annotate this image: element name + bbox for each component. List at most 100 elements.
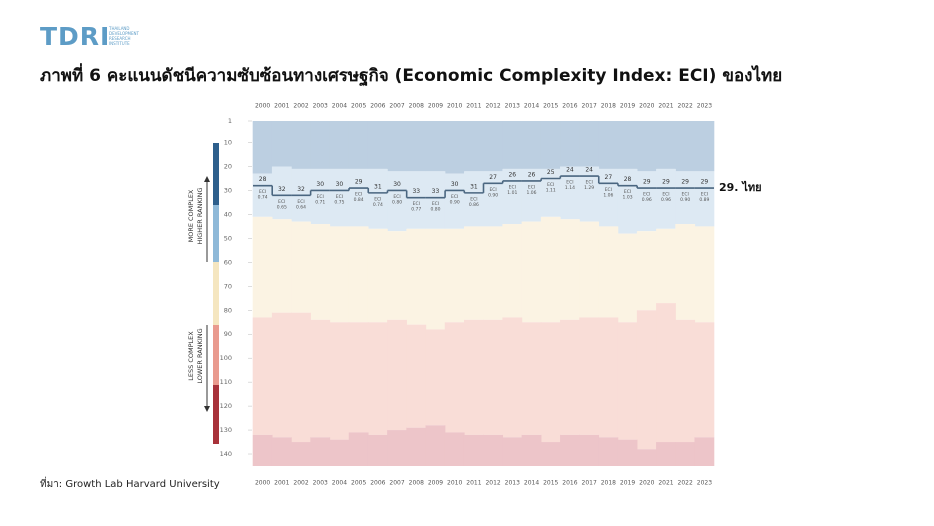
x-tick-label: 2015: [543, 480, 558, 487]
eci-caption: ECI: [451, 194, 458, 200]
axis-note: LESS COMPLEX: [187, 331, 195, 381]
eci-value: 0.89: [699, 197, 709, 203]
x-tick-label: 2002: [293, 480, 308, 487]
rank-band: [694, 171, 715, 227]
key-segment: [213, 385, 219, 444]
rank-label: 29: [701, 179, 709, 186]
eci-caption: ECI: [278, 199, 285, 205]
rank-band: [617, 233, 638, 323]
color-key: [204, 143, 219, 444]
rank-band: [463, 226, 484, 320]
rank-band: [675, 319, 696, 443]
rank-band: [252, 317, 273, 435]
y-tick-label: 60: [224, 258, 232, 266]
rank-band: [540, 442, 561, 466]
rank-band: [406, 324, 427, 428]
rank-band: [656, 168, 676, 229]
axis-note: LOWER RANKING: [196, 328, 204, 383]
rank-band: [291, 312, 311, 443]
rank-band: [444, 173, 465, 229]
rank-label: 26: [508, 171, 516, 178]
eci-caption: ECI: [662, 192, 669, 198]
eci-value: 1.06: [603, 192, 613, 198]
eci-value: 0.74: [258, 195, 268, 201]
logo-line: INSTITUTE: [109, 41, 130, 46]
rank-label: 31: [374, 183, 382, 190]
rank-band: [271, 437, 292, 466]
rank-band: [483, 171, 504, 227]
rank-label: 30: [393, 181, 401, 188]
eci-caption: ECI: [643, 192, 650, 198]
eci-value: 0.64: [296, 204, 306, 210]
eci-value: 0.71: [315, 199, 325, 205]
x-tick-label: 2022: [678, 480, 693, 487]
eci-caption: ECI: [489, 187, 496, 193]
rank-band: [675, 171, 696, 225]
x-tick-label: 2006: [370, 480, 385, 487]
x-tick-label: 2007: [389, 103, 404, 110]
rank-band: [502, 168, 523, 225]
x-tick-label: 2020: [639, 103, 654, 110]
rank-band: [560, 434, 580, 466]
arrow-head: [204, 406, 210, 412]
chart-title: ภาพที่ 6 คะแนนดัชนีความซับซ้อนทางเศรษฐกิ…: [40, 63, 782, 87]
rank-band: [598, 317, 619, 438]
rank-band: [617, 322, 638, 440]
x-tick-label: 2013: [505, 103, 520, 110]
key-segment: [213, 262, 219, 325]
rank-band: [406, 121, 427, 172]
rank-band: [636, 449, 657, 466]
rank-band: [502, 224, 523, 318]
source: ที่มา: Growth Lab Harvard University: [40, 476, 220, 490]
rank-label: 24: [585, 167, 593, 174]
rank-band: [310, 168, 331, 225]
axis-note: HIGHER RANKING: [196, 187, 204, 244]
eci-caption: ECI: [259, 189, 266, 195]
rank-band: [271, 312, 292, 438]
x-tick-label: 2019: [620, 103, 635, 110]
x-tick-label: 2009: [428, 103, 443, 110]
x-tick-label: 2013: [505, 480, 520, 487]
eci-value: 0.80: [392, 199, 402, 205]
rank-band: [387, 430, 407, 466]
rank-band: [271, 166, 292, 220]
rank-label: 30: [451, 181, 459, 188]
rank-band: [329, 121, 350, 169]
eci-value: 1.03: [623, 195, 633, 201]
rank-label: 24: [566, 167, 574, 174]
rank-band: [348, 168, 369, 227]
eci-caption: ECI: [355, 192, 362, 198]
y-tick-label: 130: [220, 426, 232, 434]
rank-band: [617, 121, 638, 169]
rank-label: 27: [605, 174, 613, 181]
logo-line: THAILAND: [108, 26, 130, 31]
rank-band: [291, 121, 311, 169]
eci-value: 0.90: [488, 192, 498, 198]
rank-label: 32: [297, 186, 305, 193]
x-tick-label: 2022: [678, 103, 693, 110]
rank-band: [310, 437, 331, 466]
rank-band: [579, 317, 600, 435]
rank-band: [367, 121, 388, 169]
rank-label: 29: [643, 179, 651, 186]
x-tick-label: 2017: [582, 480, 597, 487]
y-tick-label: 1: [228, 117, 232, 125]
rank-band: [483, 434, 504, 466]
rank-band: [425, 329, 446, 426]
series-end-label: 29. ไทย: [719, 180, 762, 194]
rank-band: [502, 317, 523, 438]
rank-label: 33: [412, 188, 420, 195]
rank-band: [406, 228, 427, 325]
rank-band: [348, 226, 369, 323]
eci-caption: ECI: [413, 201, 420, 207]
y-tick-label: 40: [224, 210, 232, 218]
rank-band: [560, 319, 580, 435]
rank-band: [521, 221, 542, 323]
rank-band: [348, 121, 369, 169]
rank-band: [367, 322, 388, 435]
eci-value: 0.90: [450, 199, 460, 205]
rank-band: [656, 442, 676, 466]
rank-band: [425, 228, 446, 330]
rank-band: [252, 216, 273, 318]
